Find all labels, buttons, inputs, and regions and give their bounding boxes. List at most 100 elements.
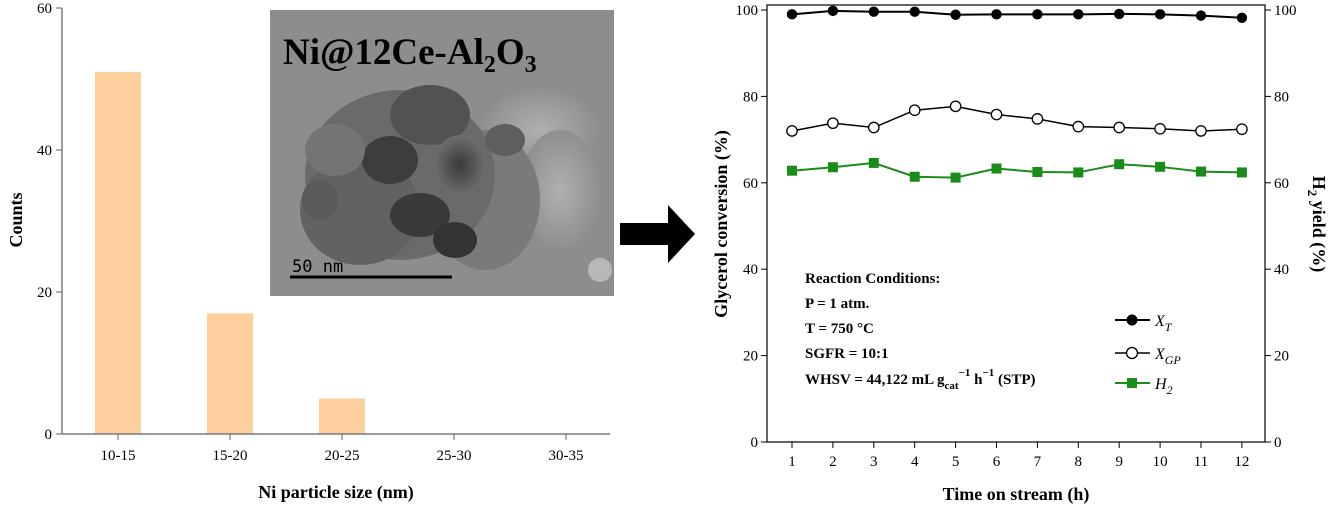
inset-title: Ni@12Ce-Al2O3 — [283, 32, 537, 78]
series-line — [791, 105, 1242, 132]
right-x-tick-label: 10 — [1153, 454, 1168, 470]
data-point — [1236, 123, 1248, 136]
legend-marker-open-circle — [1125, 346, 1139, 360]
left-axes — [61, 8, 610, 435]
right-x-tick-label: 11 — [1194, 454, 1208, 470]
legend-label-xt: XT — [1154, 313, 1173, 334]
right-x-tick-label: 5 — [952, 454, 960, 470]
right-y-tick-label: 40 — [743, 262, 758, 278]
data-point — [1196, 166, 1206, 177]
legend-marker-filled-circle — [1126, 314, 1138, 326]
data-point — [1195, 10, 1207, 21]
data-point — [827, 117, 839, 130]
right-x-ticks: 1 2 3 4 5 6 7 8 9 10 11 12 — [788, 442, 1249, 470]
legend-marker-filled-square — [1127, 378, 1137, 388]
data-point — [991, 163, 1002, 174]
right-y-tick-label: 80 — [743, 89, 758, 105]
tem-particle — [302, 180, 338, 220]
data-point — [990, 108, 1003, 121]
data-point — [949, 100, 962, 113]
legend: XT XGP H2 — [1115, 313, 1181, 397]
tem-particle — [362, 136, 418, 184]
series-xt — [786, 5, 1248, 23]
legend-item-xt: XT — [1115, 313, 1173, 334]
right-y-tick-label: 20 — [743, 349, 758, 365]
histogram-bar — [207, 313, 253, 434]
data-point — [827, 162, 838, 173]
series-line — [791, 161, 1242, 179]
left-x-tick-label: 20-25 — [325, 448, 360, 464]
histogram-bar — [319, 398, 365, 434]
right-x-axis-title: Time on stream (h) — [943, 484, 1090, 505]
right-y-tick-label: 60 — [743, 176, 758, 192]
data-point — [786, 9, 798, 20]
left-x-tick-label: 15-20 — [213, 448, 248, 464]
conditions-sgfr: SGFR = 10:1 — [805, 346, 889, 362]
legend-label-xgp: XGP — [1154, 346, 1181, 367]
data-point — [909, 6, 920, 17]
right-y2-tick-label: 40 — [1274, 262, 1289, 278]
data-point — [1114, 8, 1125, 20]
legend-label-h2: H2 — [1154, 376, 1173, 397]
right-y2-ticks: 0 20 40 60 80 100 — [1265, 3, 1297, 451]
right-x-tick-label: 8 — [1075, 454, 1083, 470]
right-y-axis-title: Glycerol conversion (%) — [711, 130, 732, 318]
data-point — [909, 171, 920, 182]
tem-particle — [305, 124, 365, 176]
tem-particle — [433, 222, 477, 258]
data-point — [1113, 121, 1126, 134]
data-point — [827, 5, 839, 17]
data-point — [1195, 125, 1207, 137]
data-point — [1032, 9, 1043, 20]
data-point — [787, 165, 797, 176]
right-y2-tick-label: 20 — [1274, 349, 1289, 365]
right-y2-tick-label: 80 — [1274, 89, 1289, 105]
left-y-axis-title: Counts — [6, 192, 26, 247]
data-point — [1155, 161, 1166, 172]
reaction-conditions: Reaction Conditions: P = 1 atm. T = 750 … — [805, 271, 1036, 392]
tem-particle — [520, 130, 600, 250]
scale-bar-label: 50 nm — [292, 257, 343, 277]
right-y2-tick-label: 0 — [1274, 435, 1282, 451]
left-y-tick-label: 40 — [37, 143, 52, 159]
tem-particle — [588, 258, 612, 282]
conditions-pressure: P = 1 atm. — [805, 296, 870, 312]
tem-particle — [390, 85, 470, 145]
series-line — [791, 9, 1242, 19]
legend-item-xgp: XGP — [1115, 346, 1181, 367]
data-point — [868, 157, 879, 168]
conditions-whsv: WHSV = 44,122 mL gcat−1 h−1 (STP) — [805, 367, 1036, 392]
data-point — [908, 104, 921, 117]
data-point — [1236, 12, 1248, 23]
data-point — [786, 125, 798, 137]
data-point — [867, 121, 880, 134]
arrow-icon — [620, 205, 695, 263]
right-series — [786, 5, 1248, 183]
data-point — [950, 9, 961, 20]
left-x-ticks: 10-15 15-20 20-25 25-30 30-35 — [101, 434, 584, 464]
data-point — [1073, 167, 1084, 178]
left-y-tick-label: 0 — [45, 427, 53, 443]
right-x-tick-label: 1 — [788, 454, 796, 470]
data-point — [1032, 167, 1043, 177]
series-xgp — [786, 100, 1248, 137]
legend-item-h2: H2 — [1115, 376, 1173, 397]
right-x-tick-label: 4 — [911, 454, 919, 470]
histogram-bar — [95, 71, 141, 435]
conditions-heading: Reaction Conditions: — [805, 271, 940, 287]
data-point — [1154, 9, 1166, 20]
data-point — [1072, 120, 1085, 133]
right-x-tick-label: 12 — [1234, 454, 1249, 470]
data-point — [1236, 167, 1247, 178]
particle-size-histogram: 50 nm Ni@12Ce-Al2O3 0 20 40 60 10-15 15-20 20… — [6, 1, 614, 503]
right-y-tick-label: 100 — [736, 3, 759, 19]
left-x-tick-label: 10-15 — [101, 448, 136, 464]
right-y2-tick-label: 60 — [1274, 176, 1289, 192]
tem-micrograph-inset: 50 nm Ni@12Ce-Al2O3 — [270, 10, 614, 296]
series-h2 — [787, 157, 1247, 183]
left-y-ticks: 0 20 40 60 — [37, 1, 62, 443]
left-x-axis-title: Ni particle size (nm) — [258, 482, 413, 503]
tem-particle — [485, 124, 525, 156]
